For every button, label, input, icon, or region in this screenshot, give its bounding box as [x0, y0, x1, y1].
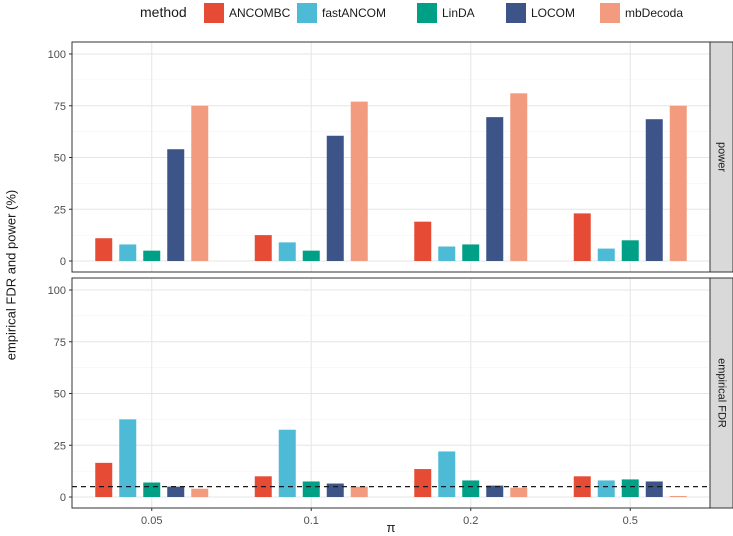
facet-strip	[709, 277, 733, 509]
bar	[254, 235, 272, 261]
facet-strip-label: empirical FDR	[716, 358, 728, 428]
bar	[438, 246, 456, 261]
legend-label: mbDecoda	[625, 6, 683, 20]
y-axis-title: empirical FDR and power (%)	[3, 190, 18, 361]
bar	[143, 250, 161, 261]
legend-key	[600, 3, 620, 23]
bar	[645, 119, 663, 261]
bar	[278, 429, 296, 497]
bar	[573, 213, 591, 261]
legend-label: ANCOMBC	[229, 6, 291, 20]
x-tick-label: 0.1	[304, 515, 319, 527]
bar	[486, 117, 504, 261]
facet-strip-label: power	[716, 142, 728, 172]
legend-item: mbDecoda	[600, 3, 683, 23]
legend-key	[506, 3, 526, 23]
x-tick-label: 0.05	[141, 515, 162, 527]
y-tick-label: 100	[48, 49, 66, 61]
y-tick-label: 75	[54, 337, 66, 349]
bar	[462, 480, 480, 497]
legend-item: LOCOM	[506, 3, 575, 23]
bar	[669, 105, 687, 261]
panels: 0 25 50 75 100 power 0 25 50 75 100 empirical FDR	[48, 41, 733, 509]
bar	[414, 221, 432, 261]
bar	[350, 101, 368, 261]
bar	[119, 419, 137, 497]
legend-label: LinDA	[442, 6, 475, 20]
legend-label: LOCOM	[531, 6, 575, 20]
x-axis-title: π	[387, 520, 396, 535]
y-tick-label: 50	[54, 389, 66, 401]
legend-key	[417, 3, 437, 23]
bar	[462, 244, 480, 261]
bar	[167, 486, 185, 497]
facet-strip	[709, 41, 733, 273]
bar	[119, 244, 137, 261]
bar	[510, 93, 528, 261]
bar	[143, 482, 161, 497]
bar	[669, 495, 687, 497]
bar	[510, 487, 528, 497]
bar	[302, 481, 320, 497]
y-tick-label: 25	[54, 204, 66, 216]
bar	[486, 485, 504, 497]
y-tick-label: 0	[60, 256, 66, 268]
bar	[597, 480, 615, 497]
y-tick-label: 75	[54, 101, 66, 113]
legend-title: method	[140, 4, 187, 20]
bar	[350, 486, 368, 497]
bar	[573, 476, 591, 497]
bar	[414, 469, 432, 497]
bar	[302, 250, 320, 261]
x-axis: 0.05 0.1 0.2 0.5	[141, 508, 638, 527]
y-tick-label: 50	[54, 153, 66, 165]
bar	[191, 488, 209, 497]
bar	[95, 238, 113, 261]
bar	[621, 479, 639, 497]
bar	[326, 483, 344, 497]
legend: method ANCOMBC fastANCOM LinDA LOCOM mbDecod…	[140, 3, 683, 23]
bar	[438, 451, 456, 497]
y-tick-label: 0	[60, 492, 66, 504]
bar	[621, 240, 639, 261]
y-tick-label: 25	[54, 440, 66, 452]
bar	[167, 149, 185, 261]
x-tick-label: 0.5	[623, 515, 638, 527]
bar	[95, 462, 113, 497]
bar	[326, 135, 344, 261]
bar	[191, 105, 209, 261]
legend-item: ANCOMBC	[204, 3, 291, 23]
legend-item: fastANCOM	[297, 3, 386, 23]
legend-key	[204, 3, 224, 23]
bar	[278, 242, 296, 261]
legend-label: fastANCOM	[322, 6, 386, 20]
legend-key	[297, 3, 317, 23]
panel-empirical-FDR: 0 25 50 75 100 empirical FDR	[48, 277, 733, 509]
panel-power: 0 25 50 75 100 power	[48, 41, 733, 273]
bar	[645, 481, 663, 497]
x-tick-label: 0.2	[463, 515, 478, 527]
bar	[597, 248, 615, 261]
y-tick-label: 100	[48, 285, 66, 297]
legend-item: LinDA	[417, 3, 475, 23]
